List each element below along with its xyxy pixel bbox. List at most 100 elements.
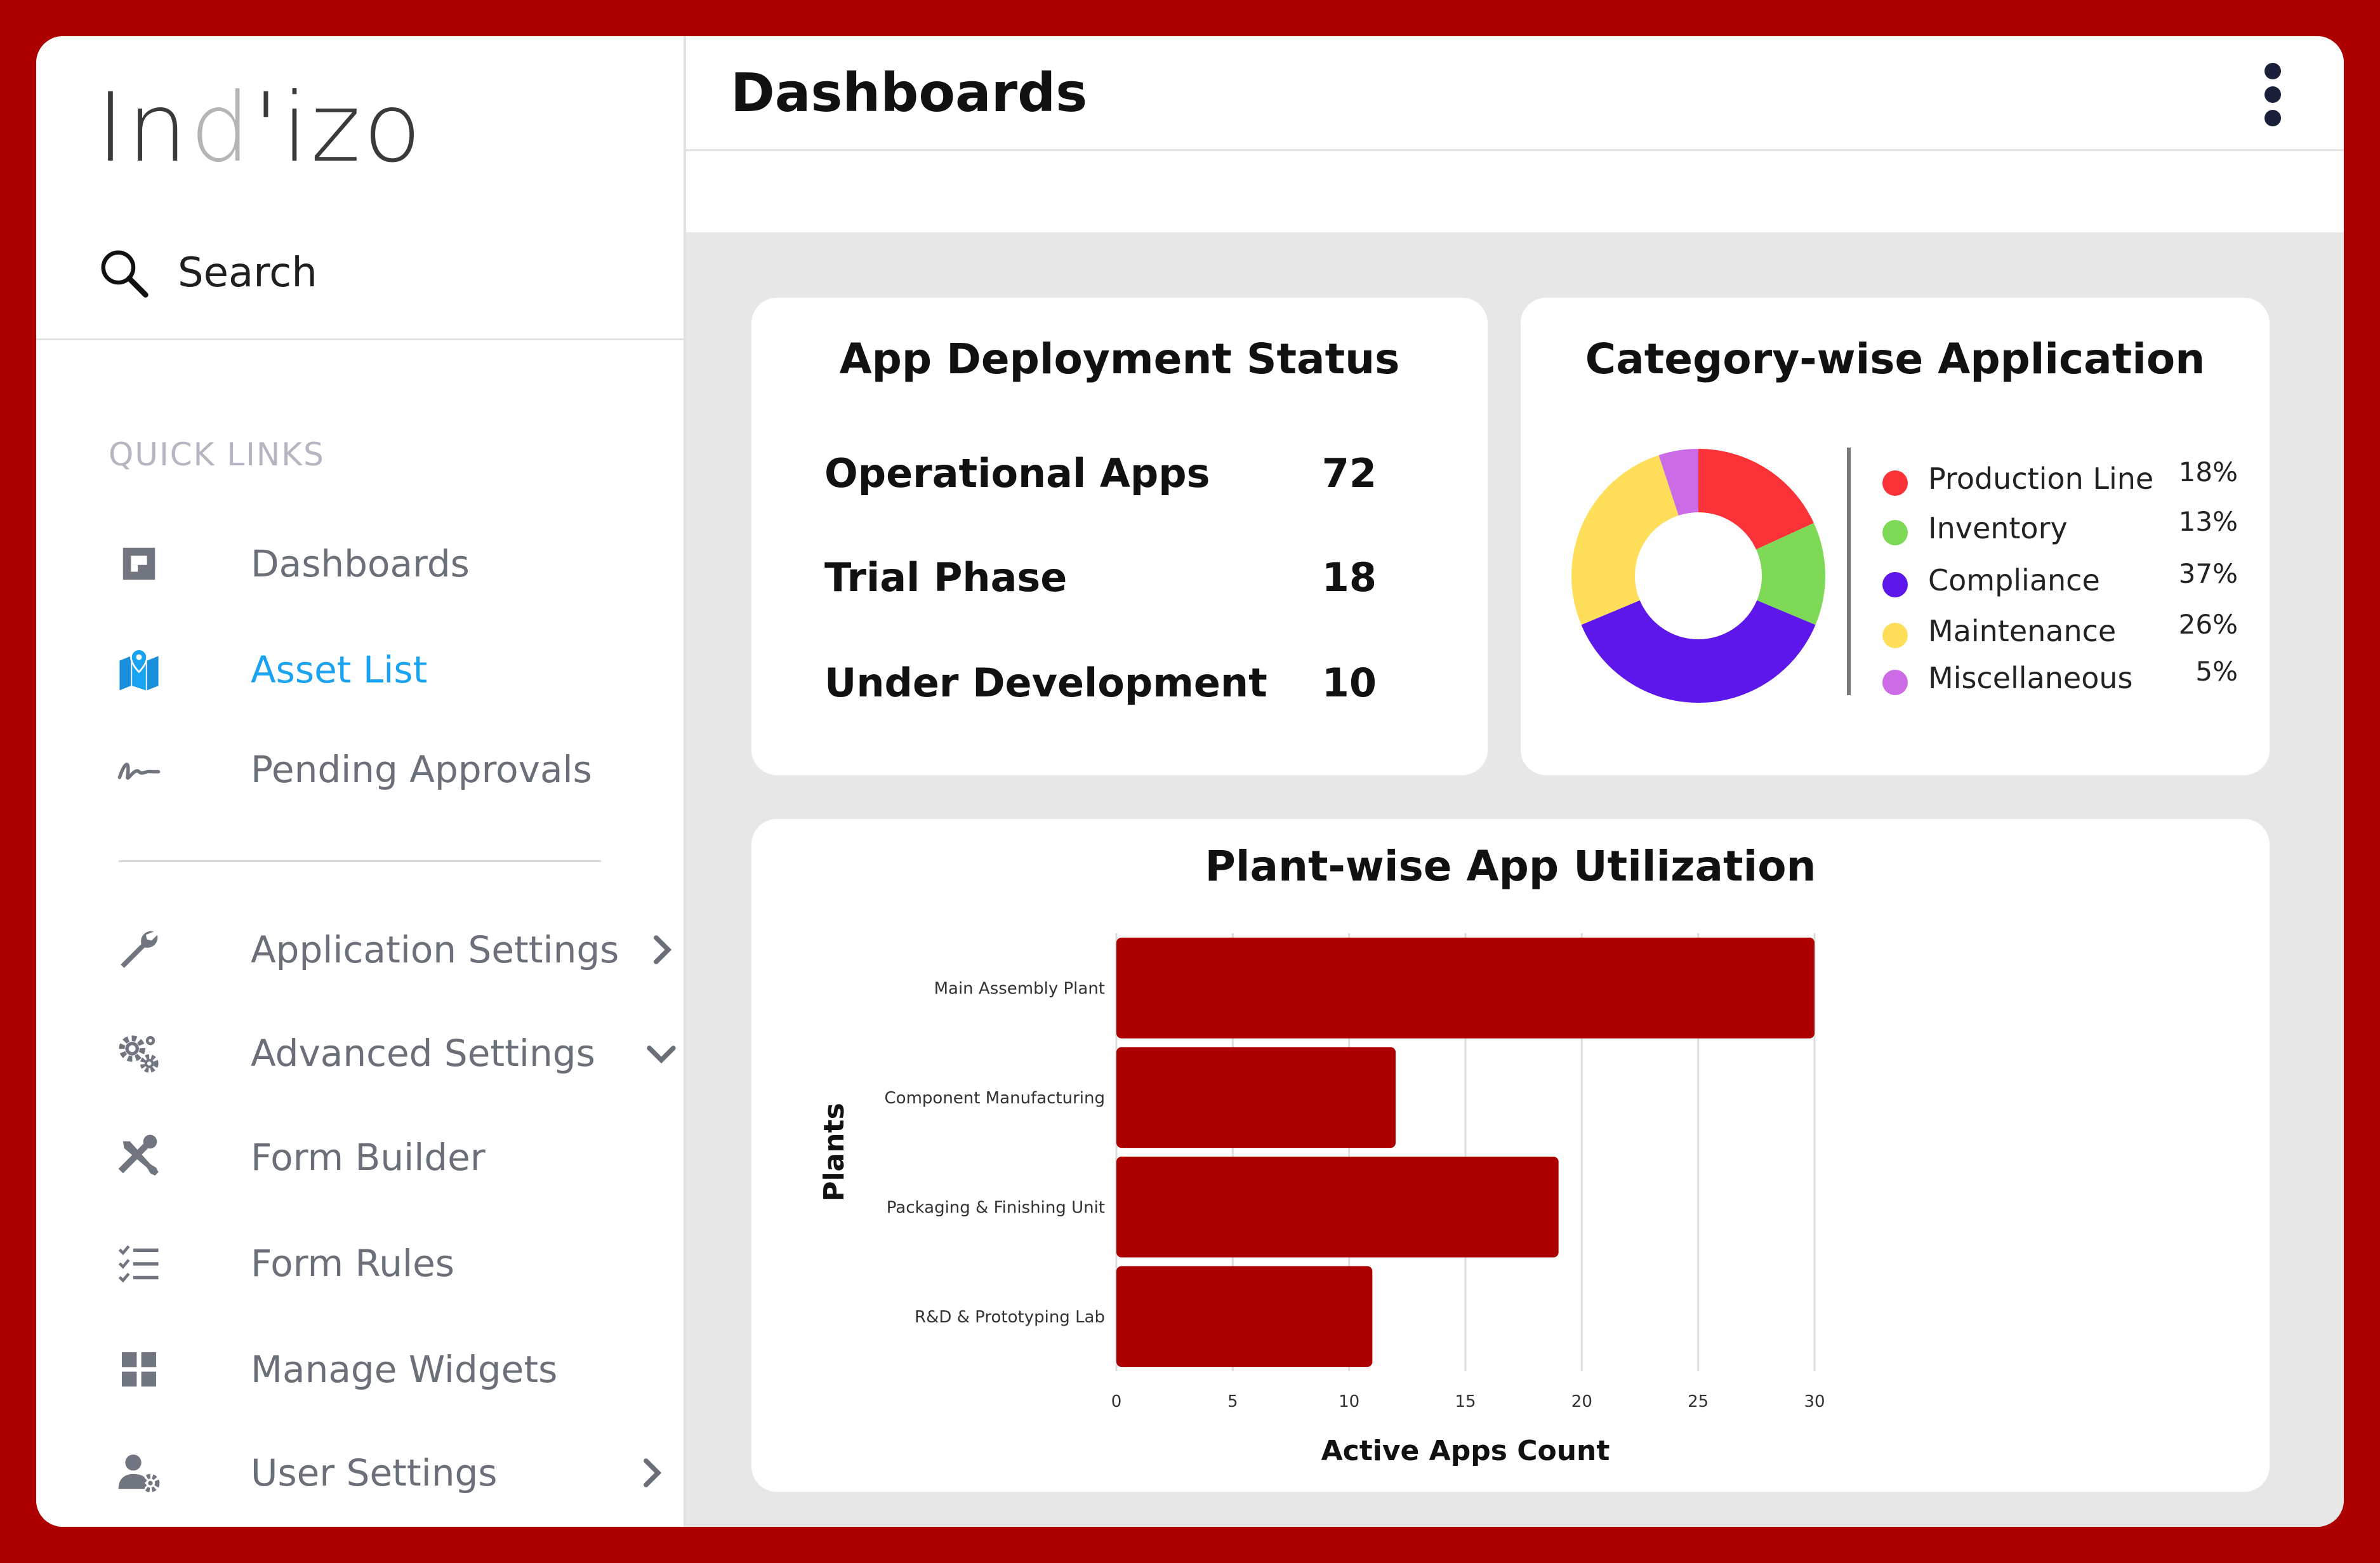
stat-value: 72	[1321, 450, 1377, 496]
map-pin-icon	[112, 643, 166, 696]
legend-label: Maintenance	[1928, 614, 2117, 648]
legend-percent: 37%	[2178, 558, 2238, 589]
stat-row: Under Development 10	[824, 660, 1377, 717]
legend-label: Inventory	[1928, 511, 2068, 545]
legend-item: Production Line 18%	[1882, 456, 2238, 506]
sidebar-item-asset-list[interactable]: Asset List	[112, 638, 427, 702]
y-axis-label: Plants	[818, 1103, 850, 1202]
sidebar-item-label: Dashboards	[251, 542, 470, 585]
kebab-menu-icon[interactable]	[2260, 63, 2285, 126]
legend-percent: 26%	[2178, 609, 2238, 640]
x-tick-label: 0	[1111, 1392, 1122, 1411]
y-tick-label: R&D & Prototyping Lab	[915, 1308, 1105, 1327]
legend-percent: 18%	[2178, 456, 2238, 488]
tools-icon	[112, 1131, 166, 1184]
sidebar-item-manage-widgets[interactable]: Manage Widgets	[112, 1338, 557, 1401]
stat-value: 18	[1321, 554, 1377, 601]
legend-swatch	[1882, 470, 1908, 496]
legend-item: Inventory 13%	[1882, 506, 2238, 555]
legend-item: Compliance 37%	[1882, 558, 2238, 608]
legend-swatch	[1882, 520, 1908, 545]
legend-label: Compliance	[1928, 563, 2100, 597]
legend-label: Production Line	[1928, 462, 2154, 496]
card-title: App Deployment Status	[839, 335, 1400, 383]
x-tick-label: 15	[1455, 1392, 1476, 1411]
user-gear-icon	[112, 1446, 166, 1500]
x-tick-label: 10	[1339, 1392, 1359, 1411]
sidebar-item-form-builder[interactable]: Form Builder	[112, 1126, 486, 1189]
donut-slice	[1658, 449, 1698, 515]
bar	[1116, 1047, 1396, 1148]
bar	[1116, 1156, 1559, 1258]
category-card: Category-wise Application Production Lin…	[1521, 298, 2270, 775]
sidebar-item-dashboards[interactable]: Dashboards	[112, 532, 470, 595]
sidebar-item-label: Manage Widgets	[251, 1348, 558, 1391]
stat-row: Operational Apps 72	[824, 450, 1377, 507]
sidebar-item-label: User Settings	[251, 1451, 498, 1494]
stat-value: 10	[1321, 660, 1377, 706]
legend-swatch	[1882, 670, 1908, 695]
sidebar-item-label: Form Builder	[251, 1136, 486, 1179]
x-tick-label: 30	[1804, 1392, 1825, 1411]
donut-slice	[1571, 455, 1679, 625]
sidebar-item-pending-approvals[interactable]: Pending Approvals	[112, 738, 592, 801]
stat-label: Operational Apps	[824, 450, 1210, 496]
stat-row: Trial Phase 18	[824, 554, 1377, 611]
page-title: Dashboards	[731, 62, 1088, 124]
main-content: Dashboards App Deployment Status Operati…	[686, 36, 2344, 1527]
divider	[36, 338, 684, 340]
chevron-down-icon[interactable]	[644, 1036, 678, 1070]
grid-icon	[112, 1343, 166, 1396]
sidebar: Ind'izo Search QUICK LINKS Dashboards	[36, 36, 686, 1527]
donut-slice	[1698, 449, 1814, 550]
y-tick-label: Main Assembly Plant	[934, 979, 1105, 998]
chart-title: Plant-wise App Utilization	[1205, 842, 1816, 891]
toolbar-area	[686, 151, 2344, 232]
chevron-right-icon[interactable]	[644, 933, 678, 967]
sidebar-item-form-rules[interactable]: Form Rules	[112, 1232, 454, 1295]
legend-label: Miscellaneous	[1928, 661, 2133, 695]
wrench-icon	[112, 923, 166, 976]
divider	[119, 860, 601, 862]
y-tick-label: Component Manufacturing	[885, 1089, 1105, 1108]
donut-slice	[1755, 522, 1825, 625]
search-label: Search	[178, 249, 317, 296]
gears-icon	[112, 1027, 166, 1080]
donut-chart	[1571, 449, 1825, 703]
dashboard-icon	[112, 537, 166, 590]
deployment-status-card: App Deployment Status Operational Apps 7…	[751, 298, 1488, 775]
legend-swatch	[1882, 572, 1908, 597]
x-tick-label: 5	[1227, 1392, 1238, 1411]
x-tick-label: 20	[1571, 1392, 1592, 1411]
sidebar-item-application-settings[interactable]: Application Settings	[112, 918, 672, 981]
legend-percent: 5%	[2195, 656, 2238, 687]
card-title: Category-wise Application	[1585, 335, 2205, 383]
stat-label: Under Development	[824, 660, 1267, 706]
sidebar-item-user-settings[interactable]: User Settings	[112, 1441, 662, 1505]
sidebar-item-label: Pending Approvals	[251, 748, 592, 791]
sidebar-item-label: Application Settings	[251, 928, 619, 971]
legend-item: Miscellaneous 5%	[1882, 656, 2238, 705]
x-axis-label: Active Apps Count	[1321, 1435, 1610, 1467]
search-icon	[101, 250, 149, 298]
sidebar-item-advanced-settings[interactable]: Advanced Settings	[112, 1021, 676, 1085]
quick-links-heading: QUICK LINKS	[109, 436, 325, 473]
donut-slice	[1581, 600, 1816, 703]
logo: Ind'izo	[96, 73, 424, 183]
legend-swatch	[1882, 623, 1908, 648]
bar-chart: 0 5 10 15 20 25 30 Main Assembly Plant Component…	[818, 933, 1825, 1467]
utilization-card: Plant-wise App Utilization 0 5 10 15 20 25 30 M…	[751, 819, 2270, 1492]
header: Dashboards	[686, 36, 2344, 151]
checklist-icon	[112, 1237, 166, 1290]
sidebar-item-label: Form Rules	[251, 1242, 455, 1285]
bar	[1116, 937, 1815, 1039]
bar	[1116, 1266, 1373, 1367]
search-button[interactable]: Search	[96, 246, 317, 300]
app-window: Ind'izo Search QUICK LINKS Dashboards	[36, 36, 2344, 1527]
signature-icon	[112, 743, 166, 796]
chevron-right-icon[interactable]	[634, 1456, 668, 1490]
y-tick-label: Packaging & Finishing Unit	[887, 1198, 1105, 1217]
legend-percent: 13%	[2178, 506, 2238, 537]
sidebar-item-label: Asset List	[251, 648, 428, 691]
x-tick-label: 25	[1688, 1392, 1709, 1411]
